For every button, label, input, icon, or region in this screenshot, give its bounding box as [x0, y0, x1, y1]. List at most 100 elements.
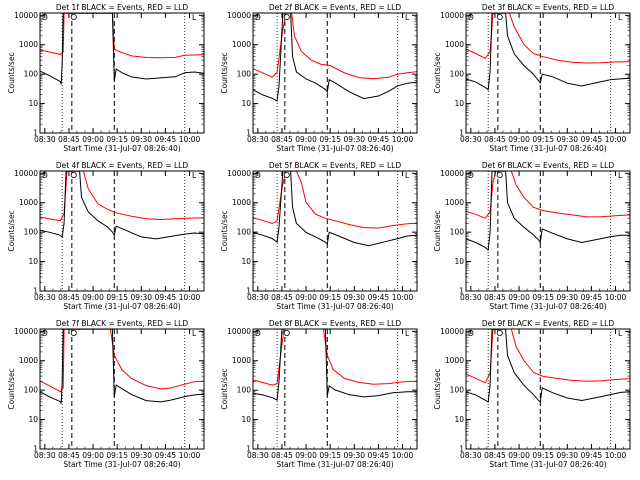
- panel-title: Det 8f BLACK = Events, RED = LLD: [269, 319, 402, 328]
- y-tick-label: 10000: [227, 11, 251, 20]
- y-tick-label: 10000: [14, 11, 38, 20]
- detector-panel-8: Det 8f BLACK = Events, RED = LLD 1 10 100 10…: [220, 319, 418, 469]
- x-tick-label: 08:45: [484, 451, 506, 460]
- event-circle-marker: [70, 329, 77, 336]
- panel-title: Det 9f BLACK = Events, RED = LLD: [482, 319, 615, 328]
- x-tick-label: 09:15: [319, 135, 341, 144]
- x-tick-label: 08:30: [34, 293, 56, 302]
- x-axis-label: Start Time (31-Jul-07 08:26:40): [276, 460, 393, 469]
- event-circle-marker: [496, 329, 503, 336]
- lld-series-line: [40, 13, 204, 59]
- y-axis-label: Counts/sec: [220, 52, 229, 93]
- x-tick-label: 09:30: [343, 451, 365, 460]
- corner-mark-left: D: [468, 13, 474, 22]
- x-tick-label: 09:15: [532, 451, 554, 460]
- y-axis-label: Counts/sec: [220, 210, 229, 251]
- y-tick-label: 1000: [445, 356, 464, 365]
- x-tick-label: 09:00: [295, 451, 317, 460]
- x-tick-label: 09:45: [581, 135, 603, 144]
- x-axis-label: Start Time (31-Jul-07 08:26:40): [489, 302, 606, 311]
- event-circle-marker: [496, 171, 503, 178]
- x-tick-label: 09:15: [532, 293, 554, 302]
- y-tick-label: 1: [33, 129, 38, 138]
- corner-mark-right: L: [618, 329, 623, 338]
- x-axis-label: Start Time (31-Jul-07 08:26:40): [276, 144, 393, 153]
- x-tick-label: 09:30: [556, 451, 578, 460]
- plot-frame: [39, 12, 205, 134]
- corner-mark-right: L: [405, 171, 410, 180]
- y-tick-label: 1: [246, 129, 251, 138]
- y-tick-label: 1: [246, 287, 251, 296]
- x-tick-label: 09:45: [155, 451, 177, 460]
- x-tick-label: 09:15: [106, 135, 128, 144]
- y-tick-label: 1: [33, 287, 38, 296]
- events-series-line: [253, 13, 417, 102]
- x-axis-label: Start Time (31-Jul-07 08:26:40): [63, 460, 180, 469]
- x-tick-label: 09:00: [508, 451, 530, 460]
- x-tick-label: 09:00: [82, 135, 104, 144]
- panel-title: Det 4f BLACK = Events, RED = LLD: [56, 161, 189, 170]
- y-tick-label: 10000: [14, 169, 38, 178]
- panel-title: Det 3f BLACK = Events, RED = LLD: [482, 3, 615, 12]
- y-tick-label: 100: [237, 228, 252, 237]
- y-tick-label: 100: [237, 70, 252, 79]
- x-tick-label: 09:15: [319, 451, 341, 460]
- y-tick-label: 1: [246, 445, 251, 454]
- x-tick-label: 08:30: [460, 451, 482, 460]
- x-tick-label: 10:00: [179, 451, 201, 460]
- events-series-line: [40, 13, 204, 85]
- lld-series-line: [40, 329, 204, 393]
- panel-title: Det 7f BLACK = Events, RED = LLD: [56, 319, 189, 328]
- x-tick-label: 09:45: [368, 135, 390, 144]
- y-axis-label: Counts/sec: [7, 52, 16, 93]
- y-axis-label: Counts/sec: [433, 52, 442, 93]
- event-circle-marker: [70, 13, 77, 20]
- y-tick-label: 10: [28, 257, 38, 266]
- y-tick-label: 1000: [19, 40, 38, 49]
- y-axis-label: Counts/sec: [433, 368, 442, 409]
- y-axis-label: Counts/sec: [433, 210, 442, 251]
- detector-panel-1: Det 1f BLACK = Events, RED = LLD 1 10 100 10…: [7, 3, 205, 153]
- y-tick-label: 1000: [445, 40, 464, 49]
- detector-panel-6: Det 6f BLACK = Events, RED = LLD 1 10 100 10…: [433, 161, 631, 311]
- event-circle-marker: [70, 171, 77, 178]
- x-tick-label: 08:30: [34, 135, 56, 144]
- corner-mark-right: L: [192, 171, 197, 180]
- x-tick-label: 08:30: [247, 451, 269, 460]
- y-tick-label: 10000: [227, 327, 251, 336]
- x-tick-label: 08:30: [247, 293, 269, 302]
- x-tick-label: 09:30: [130, 451, 152, 460]
- x-tick-label: 08:30: [460, 135, 482, 144]
- detector-panel-4: Det 4f BLACK = Events, RED = LLD 1 10 100 10…: [7, 161, 205, 311]
- corner-mark-right: L: [405, 329, 410, 338]
- corner-mark-right: L: [192, 329, 197, 338]
- x-tick-label: 09:45: [155, 293, 177, 302]
- detector-panel-7: Det 7f BLACK = Events, RED = LLD 1 10 100 10…: [7, 319, 205, 469]
- y-axis-label: Counts/sec: [7, 210, 16, 251]
- x-tick-label: 09:00: [295, 293, 317, 302]
- plot-frame: [252, 12, 418, 134]
- y-tick-label: 1: [459, 287, 464, 296]
- corner-mark-left: D: [255, 329, 261, 338]
- x-axis-label: Start Time (31-Jul-07 08:26:40): [63, 144, 180, 153]
- y-tick-label: 100: [24, 386, 39, 395]
- y-tick-label: 10: [454, 257, 464, 266]
- x-tick-label: 10:00: [392, 293, 414, 302]
- x-tick-label: 09:00: [82, 451, 104, 460]
- y-tick-label: 10: [241, 257, 251, 266]
- panel-title: Det 2f BLACK = Events, RED = LLD: [269, 3, 402, 12]
- event-circle-marker: [496, 13, 503, 20]
- events-series-line: [466, 329, 630, 403]
- y-tick-label: 1000: [445, 198, 464, 207]
- plot-frame: [39, 170, 205, 292]
- x-tick-label: 08:45: [58, 135, 80, 144]
- x-tick-label: 08:45: [271, 135, 293, 144]
- y-tick-label: 10: [454, 99, 464, 108]
- plot-frame: [465, 12, 631, 134]
- corner-mark-left: D: [255, 171, 261, 180]
- x-tick-label: 09:15: [319, 293, 341, 302]
- x-tick-label: 10:00: [605, 451, 627, 460]
- lld-series-line: [253, 171, 417, 229]
- x-tick-label: 09:15: [532, 135, 554, 144]
